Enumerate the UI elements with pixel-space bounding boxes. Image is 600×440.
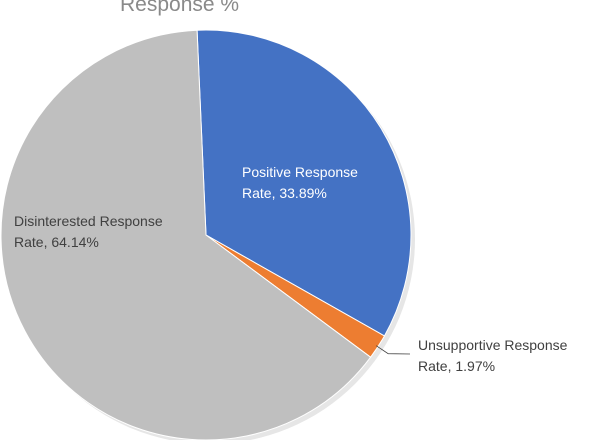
chart-title: Response % [120, 0, 240, 16]
data-label-line: Disinterested Response [14, 213, 163, 229]
data-label-line: Positive Response [242, 164, 358, 180]
data-label-line: Unsupportive Response [418, 337, 568, 353]
data-label: Disinterested Response Rate, 64.14% [14, 213, 163, 250]
data-label-line: Rate, 64.14% [14, 234, 99, 250]
data-label: Unsupportive Response Rate, 1.97% [418, 337, 568, 374]
pie-slice-disinterested-response-rate [0, 29, 372, 440]
data-label: Positive Response Rate, 33.89% [242, 164, 358, 201]
pie-slice-positive-response-rate [196, 29, 412, 337]
leader-line [375, 345, 411, 355]
data-label-line: Rate, 1.97% [418, 358, 495, 374]
data-label-line: Rate, 33.89% [242, 185, 327, 201]
